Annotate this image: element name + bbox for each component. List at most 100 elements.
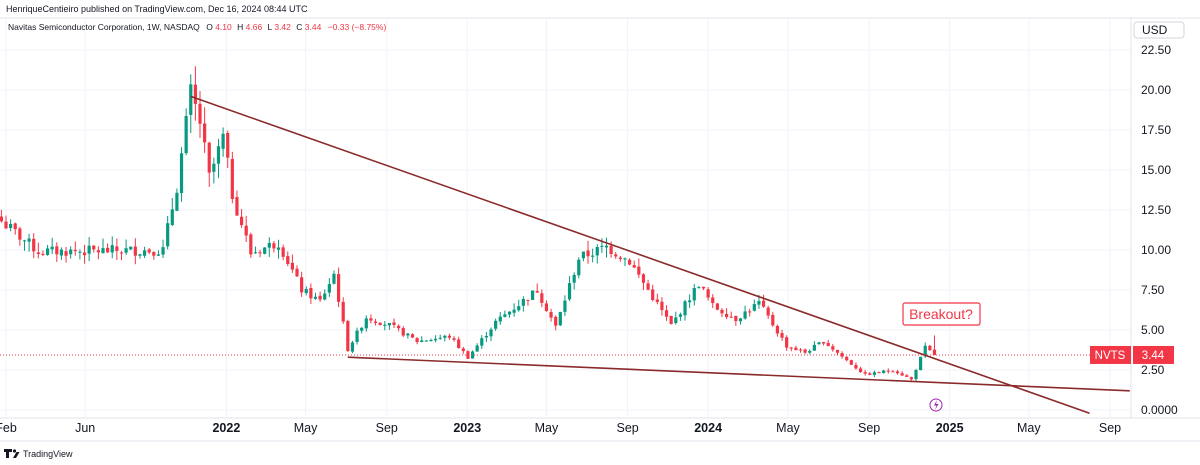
candle-body xyxy=(106,247,110,253)
candle-body xyxy=(96,250,100,253)
candle-body xyxy=(905,375,909,377)
price-tick-label: 10.00 xyxy=(1141,243,1171,257)
candle-body xyxy=(110,245,114,253)
candle-body xyxy=(170,209,174,226)
candle-body xyxy=(397,325,401,329)
candle-body xyxy=(595,247,599,256)
candle-body xyxy=(433,338,438,341)
candle-body xyxy=(877,372,881,374)
candle-body xyxy=(771,314,775,326)
candle-body xyxy=(438,337,442,339)
close-value: 3.44 xyxy=(305,22,322,32)
candle-body xyxy=(678,314,683,317)
candle-body xyxy=(309,287,313,299)
price-tick-label: 2.50 xyxy=(1141,363,1165,377)
candle-body xyxy=(891,371,895,373)
candle-body xyxy=(387,322,391,326)
candle-body xyxy=(932,349,937,355)
candle-body xyxy=(410,334,415,338)
candle-body xyxy=(618,257,622,260)
candle-body xyxy=(82,252,87,256)
candle-body xyxy=(198,103,202,124)
candle-body xyxy=(789,347,793,349)
candle-body xyxy=(0,216,3,222)
published-note: HenriqueCentieiro published on TradingVi… xyxy=(6,4,308,14)
candle-body xyxy=(244,225,248,236)
time-axis[interactable]: Feb Jun 2022 May Sep 2023 May Sep 2024 May Sep 2025… xyxy=(0,421,1121,435)
candle-body xyxy=(623,258,627,260)
price-tick-label: 17.50 xyxy=(1141,123,1171,137)
candle-body xyxy=(457,339,461,349)
last-price-badge xyxy=(1133,345,1174,364)
candle-body xyxy=(822,342,826,344)
candle-body xyxy=(300,277,304,293)
candle-body xyxy=(161,247,165,255)
candle-body xyxy=(101,248,105,254)
candle-body xyxy=(498,316,502,322)
candle-body xyxy=(748,311,752,313)
price-axis[interactable]: 22.50 20.00 17.50 15.00 12.50 10.00 7.50 5.00 2.… xyxy=(1141,43,1178,417)
candle-body xyxy=(249,234,253,255)
candle-body xyxy=(757,301,761,305)
breakout-annotation[interactable]: Breakout? xyxy=(902,302,981,326)
candle-body xyxy=(526,299,530,301)
candle-body xyxy=(803,349,807,353)
candle-body xyxy=(863,372,867,374)
gridlines xyxy=(0,18,1131,418)
lightning-event-icon[interactable] xyxy=(929,398,943,412)
candle-body xyxy=(415,338,419,343)
tradingview-brand: TradingView xyxy=(23,449,73,459)
candle-body xyxy=(683,301,687,316)
candle-body xyxy=(189,84,193,115)
candle-body xyxy=(327,284,331,293)
candle-body xyxy=(641,274,646,283)
candle-body xyxy=(323,293,327,300)
candle-body xyxy=(600,245,604,247)
candle-body xyxy=(69,249,73,255)
candle-body xyxy=(281,247,285,257)
ticker-price-tag: NVTS 3.44 xyxy=(1090,345,1174,364)
tv-mark-icon xyxy=(4,449,12,458)
candle-body xyxy=(230,158,234,200)
candle-body xyxy=(660,301,664,311)
time-tick-label: Sep xyxy=(1099,421,1121,435)
candle-body xyxy=(216,146,221,164)
candle-body xyxy=(420,340,424,342)
candle-body xyxy=(443,335,447,338)
candle-body xyxy=(521,298,525,306)
candle-body xyxy=(651,289,655,301)
candle-body xyxy=(775,325,780,334)
candle-body xyxy=(826,342,830,346)
candle-body xyxy=(706,289,710,298)
candle-body xyxy=(761,300,766,307)
tradingview-logo: TradingView xyxy=(4,449,73,459)
price-tick-label: 15.00 xyxy=(1141,163,1171,177)
high-label: H xyxy=(237,22,243,32)
candle-body xyxy=(743,311,747,319)
candle-body xyxy=(734,315,738,322)
candle-body xyxy=(156,254,161,256)
trendline-lower xyxy=(347,356,1130,392)
currency-button[interactable] xyxy=(1133,21,1185,39)
candle-body xyxy=(923,345,927,357)
candle-body xyxy=(41,253,45,255)
trendlines xyxy=(190,95,1130,414)
candle-body xyxy=(572,274,576,283)
candle-body xyxy=(9,223,13,228)
candle-body xyxy=(512,309,516,313)
candle-body xyxy=(364,318,368,329)
candle-body xyxy=(392,322,396,326)
candle-body xyxy=(817,342,821,345)
candle-body xyxy=(175,192,179,211)
time-tick-label: 2024 xyxy=(694,421,722,435)
candle-body xyxy=(258,252,262,254)
candle-body xyxy=(646,283,650,290)
candle-body xyxy=(886,370,890,372)
candle-body xyxy=(868,373,872,375)
candle-body xyxy=(928,345,932,351)
candle-body xyxy=(124,248,128,253)
candle-body xyxy=(22,240,27,242)
candle-body xyxy=(766,307,770,316)
time-tick-label: 2022 xyxy=(212,421,240,435)
